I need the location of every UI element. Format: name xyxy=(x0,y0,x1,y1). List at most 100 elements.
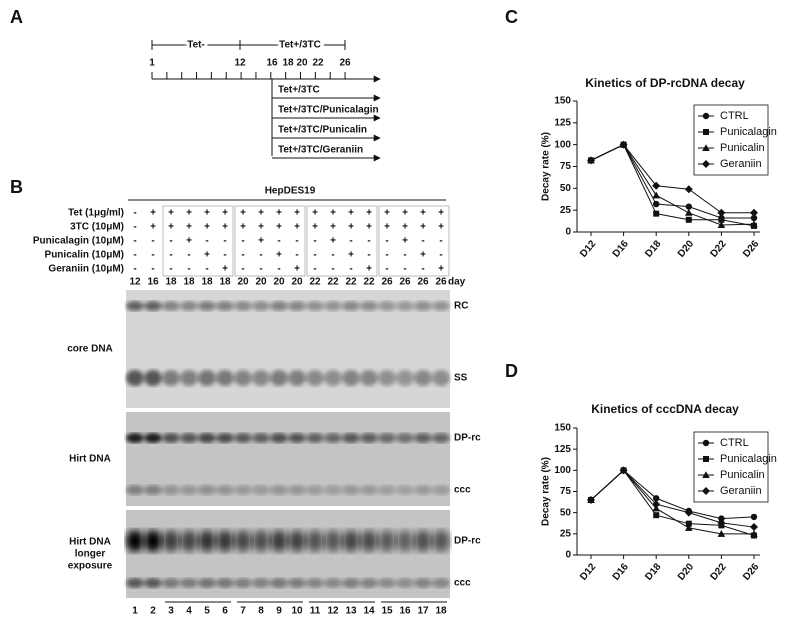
day-label: 18 xyxy=(183,277,195,288)
lane-number: 12 xyxy=(327,606,339,617)
marker xyxy=(684,185,693,194)
band xyxy=(144,301,162,311)
series-line xyxy=(590,144,754,214)
band xyxy=(252,485,270,495)
group-box xyxy=(234,205,306,277)
band xyxy=(360,433,378,443)
marker xyxy=(685,520,692,527)
marker xyxy=(718,216,725,223)
treatment-sign: + xyxy=(150,222,156,233)
treatment-sign: + xyxy=(402,208,408,219)
day-label: 20 xyxy=(237,277,249,288)
day-label: 20 xyxy=(255,277,267,288)
treatment-sign: - xyxy=(313,250,316,261)
treatment-sign: + xyxy=(240,208,246,219)
x-tick-label: D26 xyxy=(741,561,762,582)
band xyxy=(378,530,396,552)
treatment-sign: - xyxy=(259,264,262,275)
band xyxy=(342,530,360,552)
treatment-sign: + xyxy=(186,236,192,247)
treatment-sign: - xyxy=(241,250,244,261)
band xyxy=(324,301,342,311)
treatment-sign: + xyxy=(438,208,444,219)
phase-label: Tet- xyxy=(187,40,205,51)
treatment-sign: + xyxy=(366,222,372,233)
marker xyxy=(717,221,726,229)
band xyxy=(216,370,234,386)
band xyxy=(414,370,432,386)
treatment-sign: - xyxy=(151,264,154,275)
band xyxy=(180,578,198,588)
day-label: 18 xyxy=(165,277,177,288)
band xyxy=(396,370,414,386)
band xyxy=(342,433,360,443)
band xyxy=(306,301,324,311)
y-tick-label: 125 xyxy=(554,444,571,455)
band xyxy=(216,301,234,311)
band xyxy=(198,370,216,386)
treatment-sign: + xyxy=(420,250,426,261)
band xyxy=(180,485,198,495)
y-tick-label: 100 xyxy=(554,139,571,150)
band xyxy=(324,370,342,386)
treatment-sign: - xyxy=(295,250,298,261)
treatment-sign: + xyxy=(348,250,354,261)
band xyxy=(234,578,252,588)
legend-marker xyxy=(703,456,709,462)
legend-label: CTRL xyxy=(720,437,749,449)
marker xyxy=(685,208,693,216)
band xyxy=(126,433,144,443)
band-label: ccc xyxy=(454,578,471,589)
arm-label: Tet+/3TC/Punicalin xyxy=(278,125,367,136)
treatment-sign: + xyxy=(204,222,210,233)
marker xyxy=(685,524,693,531)
band xyxy=(432,578,450,588)
band xyxy=(342,301,360,311)
x-tick-label: D16 xyxy=(611,561,632,582)
band xyxy=(198,530,216,552)
band xyxy=(216,578,234,588)
legend-label: Punicalagin xyxy=(720,126,777,138)
band xyxy=(216,433,234,443)
treatment-sign: - xyxy=(385,250,388,261)
series-line xyxy=(590,469,755,528)
band xyxy=(360,578,378,588)
band xyxy=(162,433,180,443)
lane-number: 6 xyxy=(222,606,228,617)
band xyxy=(324,433,342,443)
band xyxy=(324,485,342,495)
arm-label: Tet+/3TC/Geraniin xyxy=(278,145,363,156)
band xyxy=(180,433,198,443)
treatment-sign: - xyxy=(187,264,190,275)
treatment-sign: - xyxy=(349,236,352,247)
arm-label: Tet+/3TC xyxy=(278,85,320,96)
treatment-sign: - xyxy=(349,264,352,275)
treatment-sign: + xyxy=(330,236,336,247)
treatment-label: Punicalagin (10μM) xyxy=(33,236,124,247)
marker xyxy=(653,512,660,519)
band xyxy=(270,433,288,443)
band-label: DP-rc xyxy=(454,536,481,547)
panel-label: C xyxy=(505,7,518,27)
group-box xyxy=(378,205,450,277)
legend-marker xyxy=(702,487,710,495)
day-label: 26 xyxy=(417,277,429,288)
chart-title: Kinetics of DP-rcDNA decay xyxy=(585,76,745,90)
marker xyxy=(717,518,726,527)
band xyxy=(198,433,216,443)
marker xyxy=(653,200,660,208)
treatment-label: 3TC (10μM) xyxy=(70,222,124,233)
treatment-sign: - xyxy=(133,250,136,261)
band xyxy=(234,530,252,552)
band xyxy=(216,485,234,495)
y-tick-label: 50 xyxy=(560,507,572,518)
marker xyxy=(750,523,758,532)
treatment-sign: - xyxy=(277,264,280,275)
treatment-sign: + xyxy=(222,208,228,219)
marker xyxy=(750,214,758,222)
chart-title: Kinetics of cccDNA decay xyxy=(591,402,739,416)
marker xyxy=(684,508,693,517)
treatment-sign: - xyxy=(421,236,424,247)
day-label: 22 xyxy=(363,277,375,288)
day-tick-label: 26 xyxy=(339,58,351,69)
